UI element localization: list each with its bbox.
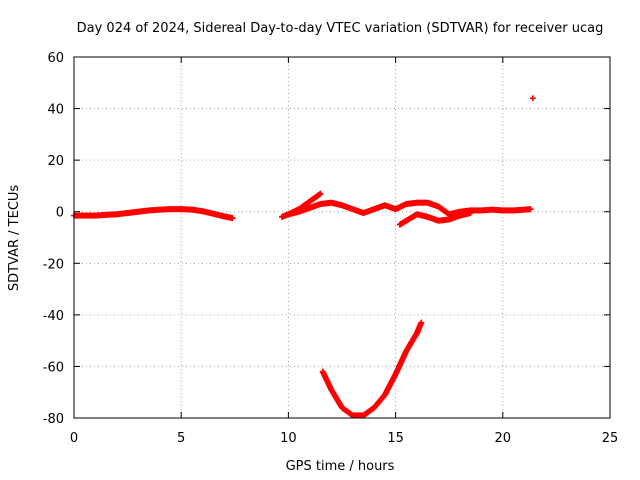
x-tick-label: 5 [177, 431, 185, 446]
grid [74, 57, 610, 418]
data-marks [71, 95, 536, 419]
series-outlier [529, 95, 536, 102]
y-tick-label: -40 [43, 309, 64, 324]
x-axis-title: GPS time / hours [286, 459, 395, 474]
series-track-d [396, 210, 474, 228]
y-tick-label: 40 [47, 103, 64, 118]
data-point [529, 95, 536, 102]
y-tick-label: -80 [43, 412, 64, 427]
chart-title: Day 024 of 2024, Sidereal Day-to-day VTE… [77, 21, 604, 36]
y-tick-label: 20 [47, 154, 64, 169]
x-tick-label: 10 [280, 431, 297, 446]
plot-frame [73, 56, 611, 419]
y-tick-label: -60 [43, 360, 64, 375]
y-axis-title: SDTVAR / TECUs [7, 185, 22, 292]
data-point [418, 319, 425, 326]
y-tick-label: 0 [56, 206, 64, 221]
x-tick-label: 0 [70, 431, 78, 446]
x-tick-label: 20 [495, 431, 512, 446]
data-point [317, 190, 324, 197]
x-tick-label: 15 [387, 431, 404, 446]
data-point [229, 215, 236, 222]
series-track-b [278, 190, 324, 220]
x-tick-label: 25 [602, 431, 619, 446]
y-tick-label: 60 [47, 51, 64, 66]
series-track-a [71, 206, 236, 222]
data-point [467, 210, 474, 217]
series-track-e [319, 319, 425, 419]
data-point [527, 206, 534, 213]
y-tick-label: -20 [43, 257, 64, 272]
